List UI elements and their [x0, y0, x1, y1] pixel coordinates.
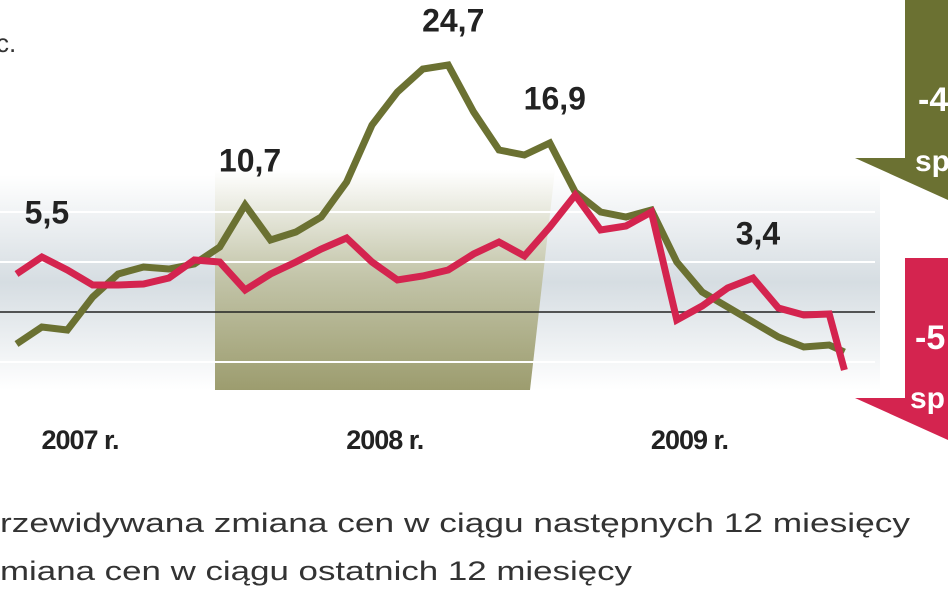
- x-tick-label: 2008 r.: [346, 425, 423, 455]
- arrow-olive: [855, 0, 948, 200]
- value-label: 10,7: [219, 142, 281, 178]
- value-label: 24,7: [422, 2, 484, 38]
- x-tick-label: 2009 r.: [651, 425, 728, 455]
- annotation: -5: [915, 319, 945, 357]
- legend-label: miana cen w ciągu ostatnich 12 miesięcy: [0, 556, 633, 586]
- highlight-band: [215, 170, 555, 390]
- legend-label: rzewidywana zmiana cen w ciągu następnyc…: [0, 508, 911, 538]
- arrow-red: [855, 258, 948, 440]
- value-label: 16,9: [524, 80, 586, 116]
- annotation: sp: [910, 382, 945, 415]
- annotation: sp: [915, 145, 948, 178]
- value-label: 3,4: [736, 215, 781, 251]
- annotation: -4: [918, 81, 948, 119]
- x-tick-label: 2007 r.: [41, 425, 118, 455]
- annotation: c.: [0, 28, 16, 58]
- series-line: [14, 189, 848, 371]
- value-label: 5,5: [25, 194, 69, 230]
